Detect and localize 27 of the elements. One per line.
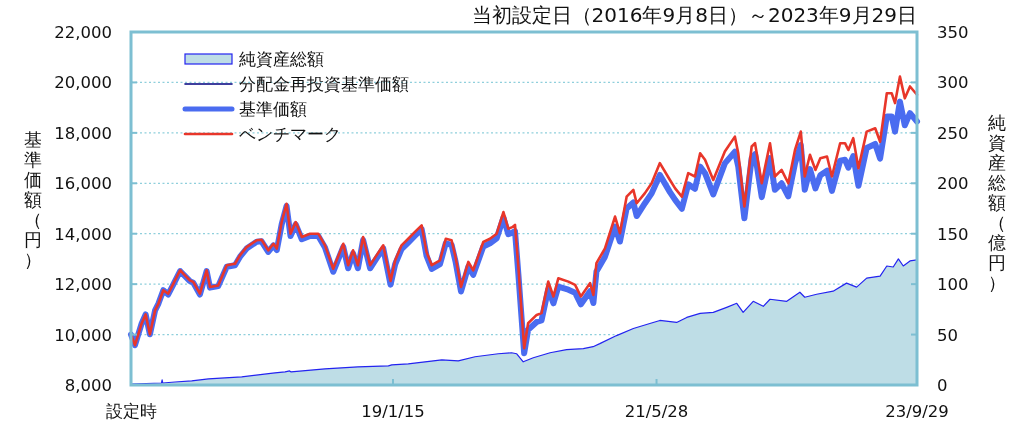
text: 純資産総額（億円） [988, 112, 1006, 294]
y-tick-label: 22,000 [54, 22, 112, 42]
y-tick-label: 10,000 [54, 325, 112, 345]
x-tick-label: 23/9/29 [885, 402, 949, 421]
y-tick-label: 20,000 [54, 73, 112, 93]
y2-tick-label: 150 [937, 224, 969, 244]
legend-label: ベンチマーク [239, 124, 341, 145]
y-tick-label: 8,000 [64, 375, 112, 395]
y-axis-title: 基準価額（円） [24, 129, 42, 271]
y-tick-label: 14,000 [54, 224, 112, 244]
y-tick-label: 16,000 [54, 174, 112, 194]
legend-label: 分配金再投資基準価額 [239, 74, 409, 95]
y-tick-label: 12,000 [54, 275, 112, 295]
chart-title: 当初設定日（2016年9月8日）～2023年9月29日 [471, 3, 917, 27]
x-tick-label: 19/1/15 [361, 402, 425, 421]
y2-tick-label: 350 [937, 22, 969, 42]
y2-tick-label: 200 [937, 174, 969, 194]
y2-tick-label: 0 [937, 375, 948, 395]
y2-tick-label: 100 [937, 275, 969, 295]
legend-label: 純資産総額 [239, 49, 324, 70]
y2-tick-label: 300 [937, 73, 969, 93]
x-tick-label: 21/5/28 [624, 402, 689, 421]
y2-tick-label: 250 [937, 123, 969, 143]
y2-tick-label: 50 [937, 325, 958, 345]
y-tick-label: 18,000 [54, 123, 112, 143]
legend-label: 基準価額 [239, 99, 307, 120]
x-tick-label: 設定時 [105, 402, 157, 421]
